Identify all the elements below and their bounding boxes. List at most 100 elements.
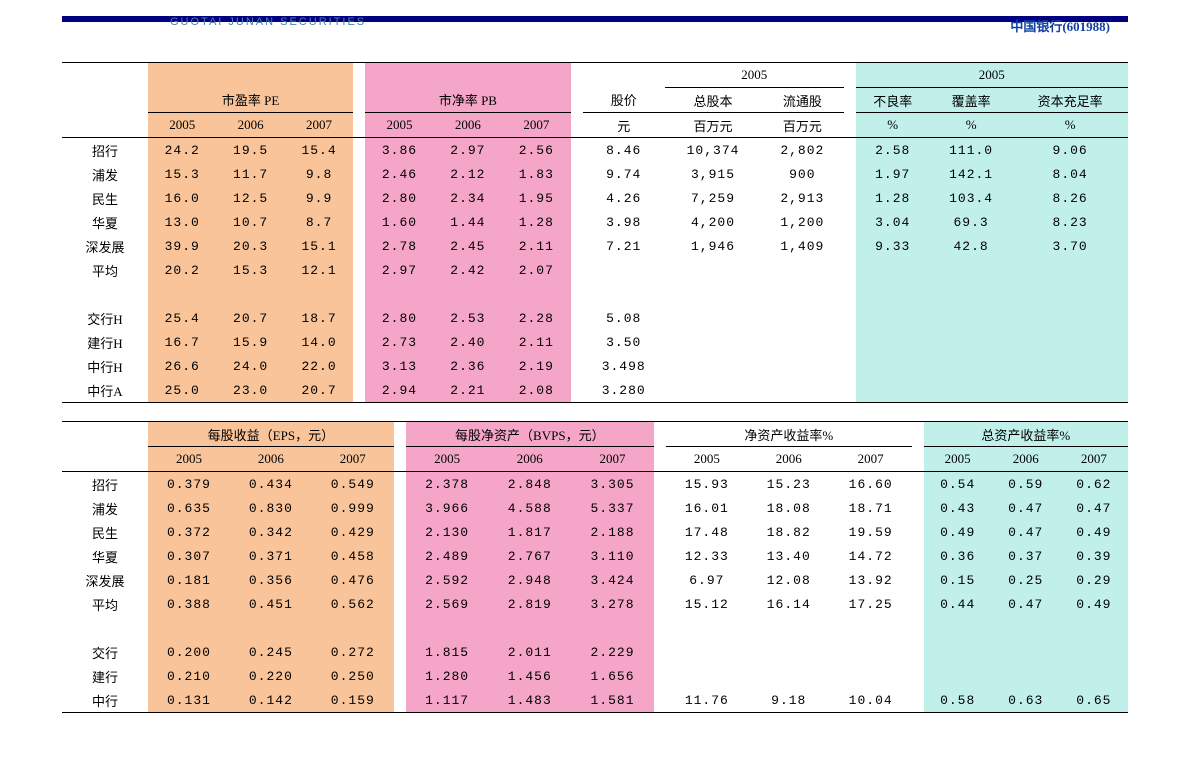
cell: 22.0: [285, 354, 353, 378]
cell: 4.26: [583, 186, 665, 210]
cell: 0.49: [1060, 592, 1128, 616]
hdr-float: 流通股: [761, 88, 843, 113]
cell: 0.210: [148, 664, 230, 688]
cell: [1060, 616, 1128, 640]
table-row-label: 建行H: [62, 330, 148, 354]
cell: [761, 330, 843, 354]
hdr-2005-right: 2005: [856, 63, 1129, 88]
cell: 0.49: [924, 520, 992, 544]
cell: [992, 640, 1060, 664]
cell: [856, 282, 930, 306]
cell: 2.948: [488, 568, 571, 592]
cell: 1.815: [406, 640, 489, 664]
cell: 0.54: [924, 472, 992, 497]
cell: 900: [761, 162, 843, 186]
cell: 69.3: [930, 210, 1012, 234]
cell: 2.56: [502, 138, 570, 163]
cell: 20.3: [216, 234, 284, 258]
table-row-label: 平均: [62, 258, 148, 282]
cell: 14.72: [830, 544, 912, 568]
cell: 2.46: [365, 162, 433, 186]
hdr-price: 股价: [583, 88, 665, 113]
cell: [930, 354, 1012, 378]
cell: 15.1: [285, 234, 353, 258]
cell: [1060, 640, 1128, 664]
cell: 0.62: [1060, 472, 1128, 497]
cell: [285, 282, 353, 306]
cell: 2.78: [365, 234, 433, 258]
cell: 8.23: [1012, 210, 1128, 234]
cell: [1012, 258, 1128, 282]
cell: 0.58: [924, 688, 992, 713]
cell: 0.635: [148, 496, 230, 520]
cell: 2.489: [406, 544, 489, 568]
cell: [1012, 306, 1128, 330]
cell: 2.848: [488, 472, 571, 497]
cell: 9.06: [1012, 138, 1128, 163]
cell: 0.429: [312, 520, 394, 544]
cell: 1.97: [856, 162, 930, 186]
table-row-label: 华夏: [62, 210, 148, 234]
cell: [665, 306, 761, 330]
hdr-shares: 总股本: [665, 88, 761, 113]
cell: 24.2: [148, 138, 216, 163]
table-row-label: 民生: [62, 186, 148, 210]
cell: [992, 616, 1060, 640]
table-row-label: 民生: [62, 520, 148, 544]
cell: 3,915: [665, 162, 761, 186]
cell: 1.60: [365, 210, 433, 234]
cell: 0.25: [992, 568, 1060, 592]
cell: [761, 258, 843, 282]
cell: 142.1: [930, 162, 1012, 186]
cell: 2.45: [434, 234, 502, 258]
table-row-label: 招行: [62, 138, 148, 163]
cell: 15.12: [666, 592, 748, 616]
cell: 0.47: [1060, 496, 1128, 520]
hdr-eps: 每股收益（EPS，元）: [148, 422, 394, 447]
cell: [930, 282, 1012, 306]
cell: 3.86: [365, 138, 433, 163]
cell: 3.498: [583, 354, 665, 378]
cell: [665, 282, 761, 306]
table-row-label: 华夏: [62, 544, 148, 568]
cell: 16.0: [148, 186, 216, 210]
cell: 0.200: [148, 640, 230, 664]
cell: 15.9: [216, 330, 284, 354]
cell: 1,409: [761, 234, 843, 258]
cell: [748, 640, 830, 664]
cell: [924, 664, 992, 688]
cell: 0.372: [148, 520, 230, 544]
cell: 12.33: [666, 544, 748, 568]
cell: [930, 306, 1012, 330]
cell: 9.9: [285, 186, 353, 210]
cell: 0.356: [230, 568, 312, 592]
cell: [924, 640, 992, 664]
cell: [830, 664, 912, 688]
cell: 0.451: [230, 592, 312, 616]
cell: 16.14: [748, 592, 830, 616]
cell: [488, 616, 571, 640]
cell: 2.73: [365, 330, 433, 354]
cell: 9.74: [583, 162, 665, 186]
table-row-label: 浦发: [62, 496, 148, 520]
cell: [502, 282, 570, 306]
y2c-1: 2006: [748, 447, 830, 472]
y-pb-1: 2006: [434, 113, 502, 138]
cell: [1012, 354, 1128, 378]
table-row-label: 中行H: [62, 354, 148, 378]
cell: 2.80: [365, 186, 433, 210]
cell: 2.80: [365, 306, 433, 330]
cell: 17.25: [830, 592, 912, 616]
stock-title: 中国银行(601988): [1010, 16, 1110, 35]
cell: 8.04: [1012, 162, 1128, 186]
cell: 0.37: [992, 544, 1060, 568]
cell: 16.7: [148, 330, 216, 354]
cell: 0.220: [230, 664, 312, 688]
cell: [665, 378, 761, 403]
cell: 13.40: [748, 544, 830, 568]
cell: 8.7: [285, 210, 353, 234]
cell: 16.60: [830, 472, 912, 497]
table-row-label: [62, 282, 148, 306]
y2d-0: 2005: [924, 447, 992, 472]
cell: 1.28: [502, 210, 570, 234]
